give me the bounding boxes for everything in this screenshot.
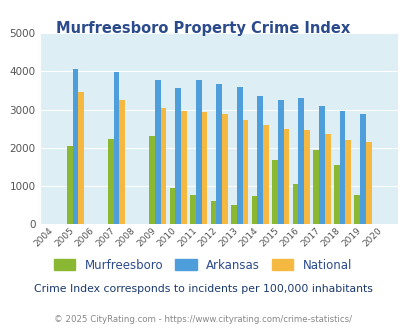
Bar: [262, 125, 268, 224]
Bar: [292, 184, 298, 224]
Bar: [78, 92, 84, 224]
Bar: [271, 160, 277, 224]
Bar: [175, 88, 181, 224]
Bar: [298, 98, 303, 224]
Bar: [72, 69, 78, 224]
Bar: [242, 120, 248, 224]
Bar: [283, 129, 289, 224]
Text: © 2025 CityRating.com - https://www.cityrating.com/crime-statistics/: © 2025 CityRating.com - https://www.city…: [54, 315, 351, 324]
Text: Murfreesboro Property Crime Index: Murfreesboro Property Crime Index: [56, 21, 349, 36]
Bar: [251, 196, 257, 224]
Bar: [324, 134, 330, 224]
Bar: [230, 205, 236, 224]
Bar: [108, 139, 113, 224]
Bar: [318, 106, 324, 224]
Bar: [181, 111, 186, 224]
Bar: [277, 100, 283, 224]
Bar: [113, 72, 119, 224]
Bar: [149, 136, 154, 224]
Bar: [222, 114, 227, 224]
Bar: [339, 112, 345, 224]
Bar: [160, 108, 166, 224]
Bar: [365, 143, 371, 224]
Bar: [201, 112, 207, 224]
Bar: [190, 195, 195, 224]
Bar: [169, 188, 175, 224]
Bar: [303, 130, 309, 224]
Bar: [345, 140, 350, 224]
Legend: Murfreesboro, Arkansas, National: Murfreesboro, Arkansas, National: [51, 255, 354, 275]
Bar: [359, 114, 365, 224]
Bar: [313, 150, 318, 224]
Bar: [210, 201, 216, 224]
Bar: [67, 146, 72, 224]
Bar: [216, 84, 222, 224]
Bar: [154, 80, 160, 224]
Bar: [333, 165, 339, 224]
Bar: [119, 100, 125, 224]
Bar: [236, 86, 242, 224]
Text: Crime Index corresponds to incidents per 100,000 inhabitants: Crime Index corresponds to incidents per…: [34, 284, 371, 294]
Bar: [354, 195, 359, 224]
Bar: [257, 96, 262, 224]
Bar: [195, 80, 201, 224]
